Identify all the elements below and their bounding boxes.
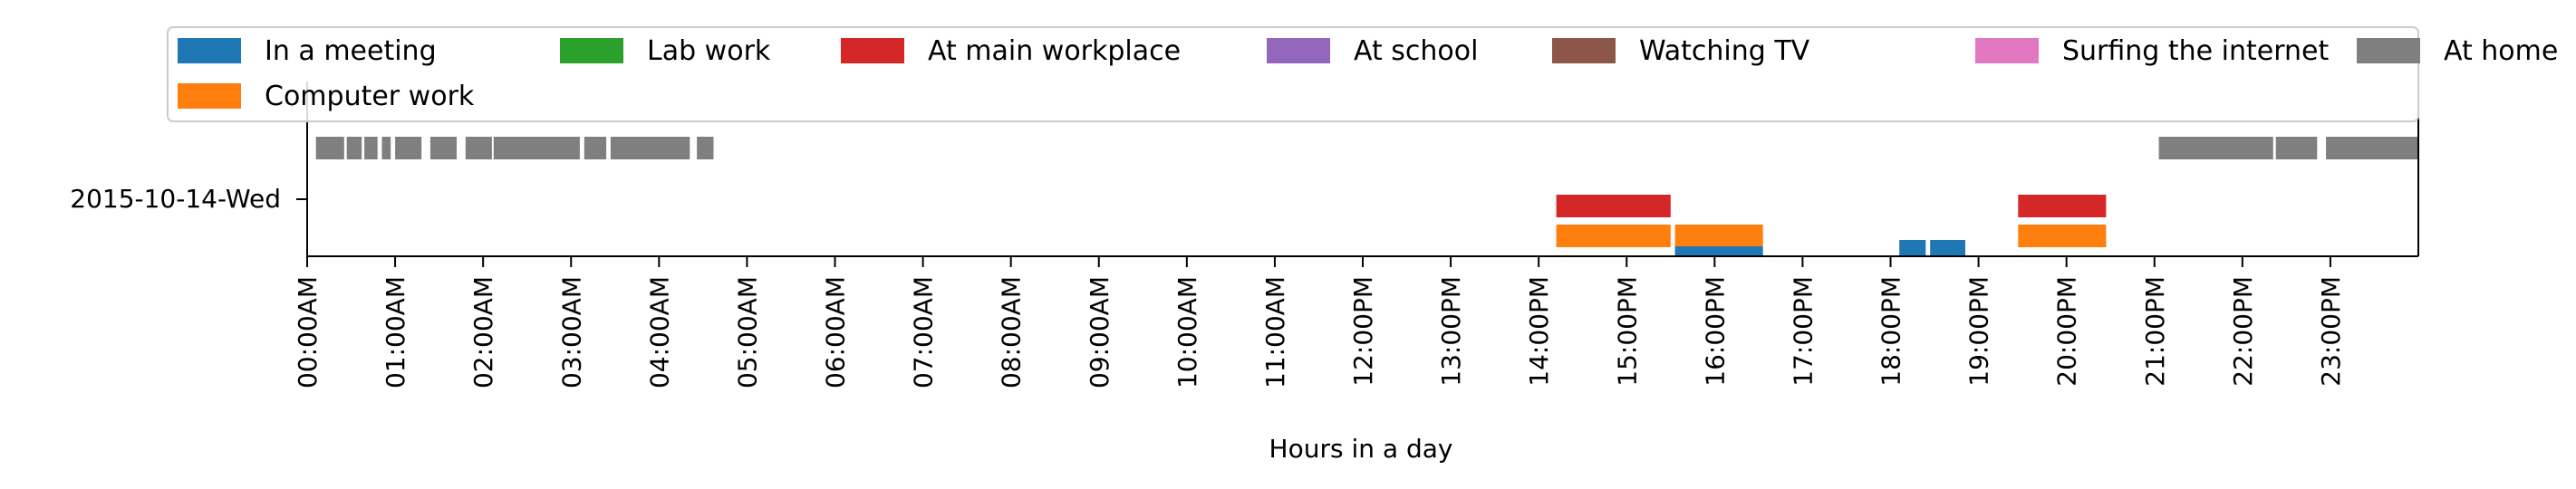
legend-swatch-0: [178, 38, 241, 63]
x-tick-label-18: 18:00PM: [1877, 276, 1906, 387]
bar-at-home-9: [610, 137, 690, 159]
activity-bars: [315, 137, 2418, 256]
legend-swatch-1: [560, 38, 623, 63]
x-tick-label-9: 09:00AM: [1085, 276, 1114, 388]
x-tick-label-21: 21:00PM: [2140, 276, 2170, 387]
x-tick-label-3: 03:00AM: [556, 276, 586, 388]
legend-label-5: Surfing the internet: [2062, 35, 2329, 67]
bar-at-home-1: [346, 137, 362, 159]
legend-label-3: At school: [1354, 35, 1478, 67]
bar-computer-work-0: [1556, 225, 1671, 247]
bar-at-home-11: [2158, 137, 2273, 159]
x-tick-label-6: 06:00AM: [821, 276, 851, 388]
x-tick-label-22: 22:00PM: [2228, 276, 2258, 387]
bar-at-home-0: [315, 137, 344, 159]
day-label: 2015-10-14-Wed: [70, 184, 281, 214]
legend-swatch-2: [841, 38, 904, 63]
x-tick-label-7: 07:00AM: [909, 276, 939, 388]
x-tick-label-5: 05:00AM: [732, 276, 762, 388]
legend-label-2: At main workplace: [928, 35, 1181, 67]
x-tick-label-4: 04:00AM: [644, 276, 674, 388]
x-tick-label-20: 20:00PM: [2052, 276, 2082, 387]
bar-at-home-12: [2275, 137, 2318, 159]
bar-computer-work-1: [1674, 225, 1763, 246]
legend-label-7: Computer work: [265, 81, 475, 112]
legend-frame: [167, 26, 2419, 122]
bar-at-main-workplace-1: [2018, 195, 2107, 217]
bar-in-a-meeting-0: [1674, 246, 1763, 256]
legend-label-6: At home: [2444, 35, 2558, 67]
bar-at-home-8: [584, 137, 607, 159]
bar-at-home-7: [493, 137, 580, 159]
legend-label-0: In a meeting: [265, 35, 437, 67]
x-tick-label-14: 14:00PM: [1524, 276, 1554, 387]
x-tick-label-12: 12:00PM: [1348, 276, 1378, 387]
x-tick-label-16: 16:00PM: [1700, 276, 1730, 387]
legend-swatch-6: [2357, 38, 2420, 63]
x-tick-label-15: 15:00PM: [1612, 276, 1642, 387]
x-axis-ticks: 00:00AM 01:00AM 02:00AM 03:00AM 04:00AM 05:00…: [293, 256, 2346, 388]
legend-label-1: Lab work: [647, 35, 771, 67]
legend-swatch-7: [178, 83, 241, 109]
x-tick-label-13: 13:00PM: [1436, 276, 1466, 387]
x-axis-label: Hours in a day: [1269, 434, 1453, 464]
x-tick-label-11: 11:00AM: [1260, 276, 1290, 388]
bar-at-home-5: [429, 137, 457, 159]
x-tick-label-23: 23:00PM: [2316, 276, 2346, 387]
bar-at-home-6: [465, 137, 492, 159]
bar-in-a-meeting-2: [1930, 240, 1965, 256]
bar-computer-work-2: [2018, 225, 2107, 247]
x-tick-label-17: 17:00PM: [1788, 276, 1818, 387]
x-tick-label-10: 10:00AM: [1172, 276, 1202, 388]
bar-at-home-13: [2326, 137, 2418, 159]
legend: In a meeting Lab work At main workplace At …: [167, 26, 2558, 122]
legend-swatch-5: [1975, 38, 2039, 63]
bar-in-a-meeting-1: [1899, 240, 1926, 256]
bar-at-main-workplace-0: [1556, 195, 1671, 217]
bar-at-home-2: [364, 137, 378, 159]
x-tick-label-0: 00:00AM: [293, 276, 323, 388]
x-tick-label-2: 02:00AM: [468, 276, 498, 388]
x-tick-label-19: 19:00PM: [1964, 276, 1994, 387]
legend-label-4: Watching TV: [1639, 35, 1810, 67]
legend-swatch-4: [1552, 38, 1616, 63]
x-tick-label-8: 08:00AM: [997, 276, 1027, 388]
bar-at-home-3: [381, 137, 391, 159]
bar-at-home-10: [697, 137, 714, 159]
x-tick-label-1: 01:00AM: [381, 276, 410, 388]
legend-swatch-3: [1267, 38, 1330, 63]
bar-at-home-4: [395, 137, 422, 159]
